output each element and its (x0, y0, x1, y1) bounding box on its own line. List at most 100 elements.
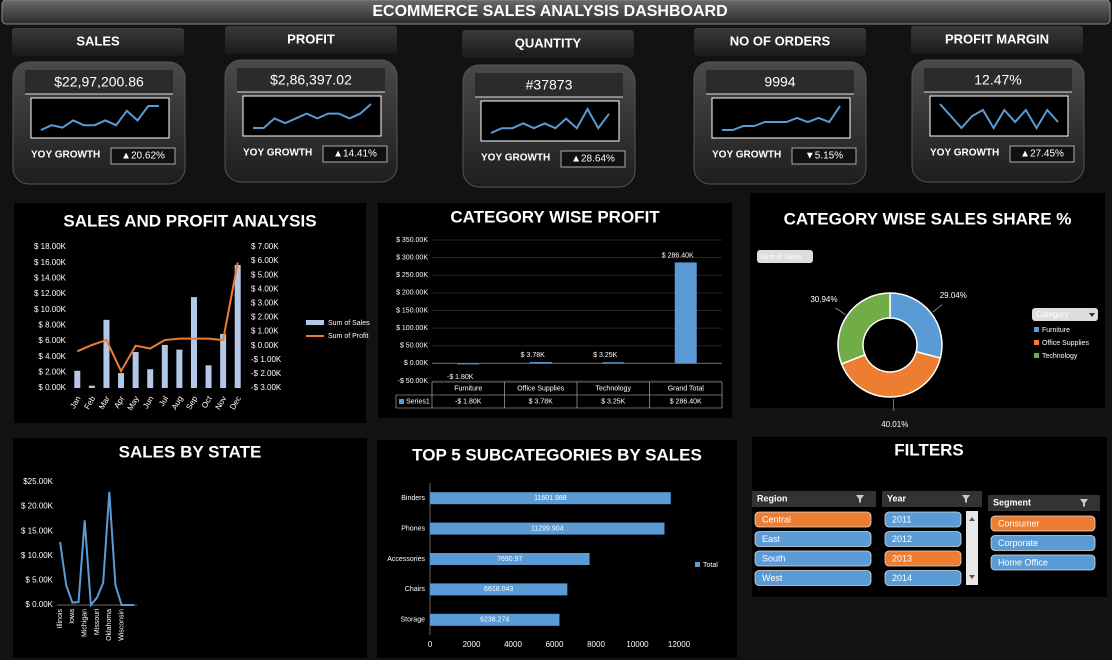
table-cell: $ 3.25K (601, 398, 625, 405)
slicer-item[interactable] (990, 515, 1096, 532)
slicer-item[interactable] (884, 550, 962, 567)
x-tick-label: Illinois (57, 609, 64, 629)
bar (457, 363, 480, 365)
leader-line (932, 304, 943, 313)
dashboard-title: ECOMMERCE SALES ANALYSIS DASHBOARD (372, 3, 727, 20)
growth-box (322, 145, 388, 163)
filters-title: FILTERS (894, 440, 964, 459)
legend-label: Total (703, 562, 718, 569)
data-label: 7690.97 (497, 556, 522, 563)
bar (430, 583, 568, 596)
y2-tick-label: -$ 2.00K (251, 369, 282, 378)
y-tick-label: $ 18.00K (34, 242, 67, 251)
y2-tick-label: $ 3.00K (251, 299, 279, 308)
table-header: Office Supplies (517, 385, 564, 392)
kpi-value: #37873 (526, 77, 573, 93)
y2-tick-label: $ 2.00K (251, 313, 279, 322)
y-tick-label: $ 150.00K (396, 307, 428, 314)
growth-box (560, 150, 626, 168)
growth-label: YOY GROWTH (481, 153, 550, 164)
scroll-down[interactable] (969, 575, 975, 579)
donut-slice (840, 350, 942, 398)
kpi-value: 9994 (764, 74, 795, 90)
bar (430, 553, 590, 565)
y-tick-label: -$ 50.00K (398, 378, 429, 385)
scrollbar[interactable] (966, 511, 978, 585)
slicer-item-label[interactable]: 2011 (892, 514, 911, 524)
table-cell: -$ 1.80K (455, 398, 482, 405)
bar (602, 362, 625, 364)
slicer-item[interactable] (754, 570, 872, 586)
x-tick-label: Missouri (94, 609, 101, 636)
x-tick-label: 2000 (463, 640, 481, 649)
growth-value: ▲28.64% (571, 154, 615, 165)
slicer-item-label[interactable]: 2012 (892, 534, 912, 544)
bar (220, 333, 227, 388)
leader-line (892, 398, 895, 411)
clear-filter-icon[interactable] (962, 495, 970, 503)
y-tick-label: $ 15.00K (21, 526, 54, 535)
title-bar (1, 0, 1111, 25)
slicer-item-label[interactable]: 2014 (892, 573, 912, 583)
slicer-item-label[interactable]: Corporate (998, 538, 1038, 548)
slicer-title: Segment (993, 497, 1031, 507)
clear-filter-icon[interactable] (856, 495, 864, 503)
clear-filter-icon[interactable] (1080, 499, 1088, 507)
leader-line (835, 307, 846, 315)
data-label: $ 3.78K (521, 352, 545, 359)
legend-label: Technology (1042, 353, 1078, 360)
slicer-item-label[interactable]: East (762, 534, 781, 544)
y-tick-label: $ 50.00K (400, 343, 428, 350)
kpi-label: SALES (76, 33, 120, 48)
bar (529, 362, 552, 364)
slicer-item[interactable] (990, 535, 1096, 551)
slicer-item-label[interactable]: 2013 (892, 553, 912, 563)
slicer-item[interactable] (884, 531, 962, 547)
y-tick-label: $ 12.00K (34, 289, 67, 298)
x-tick-label: 4000 (504, 640, 522, 649)
bar (132, 351, 139, 388)
bar (88, 385, 95, 388)
slicer-item[interactable] (754, 511, 872, 528)
growth-label: YOY GROWTH (712, 150, 781, 161)
y-tick-label: $ 350.00K (396, 237, 428, 244)
sparkline-box (480, 100, 620, 142)
slicer-item-label[interactable]: Home Office (998, 557, 1048, 567)
data-label: 11601.988 (534, 495, 567, 502)
field-button (757, 250, 813, 263)
bar (118, 373, 125, 388)
legend-label: Sum of Sales (328, 320, 370, 327)
sparkline (490, 106, 610, 134)
kpi-value-box (25, 70, 173, 94)
slicer-item-label[interactable]: West (762, 573, 783, 583)
legend-label: Office Supplies (1042, 340, 1089, 347)
slicer-item[interactable] (990, 554, 1096, 571)
legend-label: Furniture (1042, 327, 1070, 334)
slicer-item-label[interactable]: Consumer (998, 518, 1040, 528)
slicer-item[interactable] (884, 570, 962, 586)
bar (234, 265, 241, 388)
slicer-item[interactable] (754, 550, 872, 567)
slicer-item-label[interactable]: Central (762, 514, 791, 524)
sparkline-box (929, 95, 1069, 137)
scroll-up[interactable] (969, 517, 975, 521)
donut-slice (837, 292, 891, 365)
slicer-item[interactable] (884, 511, 962, 528)
y-tick-label: $ 5.00K (25, 576, 53, 585)
kpi-value-box (237, 68, 385, 92)
y-tick-label: $ 10.00K (21, 551, 54, 560)
bar (176, 349, 183, 388)
x-tick-label: Wisconsin (118, 609, 125, 641)
slicer-title: Year (887, 493, 907, 503)
legend-dropdown[interactable] (1032, 308, 1098, 321)
legend-swatch (1034, 353, 1039, 358)
kpi-label-box (694, 28, 866, 56)
slicer-item-label[interactable]: South (762, 553, 786, 563)
slicer-item[interactable] (754, 531, 872, 547)
bar (161, 344, 168, 388)
growth-label: YOY GROWTH (243, 148, 312, 159)
y2-tick-label: $ 4.00K (251, 284, 279, 293)
growth-value: ▲20.62% (121, 151, 165, 162)
legend-title: Category (1036, 310, 1068, 319)
